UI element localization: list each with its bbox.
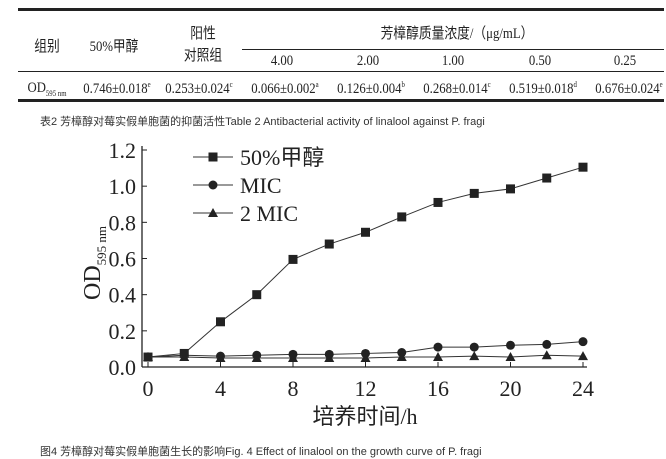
header-positive: 阳性 — [190, 26, 216, 42]
data-point — [578, 337, 588, 347]
data-point — [216, 317, 225, 327]
header-conc: 2.00 — [356, 53, 380, 69]
data-point — [288, 254, 298, 264]
x-tick-label: 12 — [355, 376, 377, 401]
y-tick-label: 0.0 — [109, 355, 137, 380]
table-cell: 0.066±0.002a — [248, 80, 321, 98]
y-tick-label: 0.2 — [109, 319, 137, 344]
legend-label: 2 MIC — [240, 201, 298, 226]
header-conc: 1.00 — [441, 53, 465, 69]
data-point — [397, 212, 407, 222]
cell-significance: c — [487, 80, 491, 89]
header-conc: 4.00 — [270, 53, 294, 69]
row-label: OD595 nm — [22, 80, 71, 98]
y-tick-label: 0.4 — [109, 283, 137, 308]
header-positive-2: 对照组 — [183, 48, 223, 64]
row-label-sub: 595 nm — [45, 89, 67, 98]
table-top-rule — [18, 8, 664, 11]
data-point — [506, 184, 515, 194]
data-point — [252, 290, 262, 300]
cell-value: 0.066±0.002 — [251, 81, 316, 97]
data-point — [396, 352, 407, 362]
header-conc: 0.25 — [613, 53, 637, 69]
y-tick-label: 0.8 — [109, 210, 137, 235]
data-point — [324, 352, 335, 362]
legend-label: MIC — [240, 173, 282, 198]
y-label-sub: 595 nm — [94, 226, 109, 265]
x-tick-label: 8 — [288, 376, 299, 401]
data-point — [215, 352, 226, 362]
legend-marker-square-icon — [208, 152, 218, 162]
table-cell: 0.746±0.018e — [80, 80, 153, 98]
header-methanol: 50%甲醇 — [89, 39, 139, 55]
data-point — [251, 352, 262, 362]
data-point — [506, 340, 515, 350]
table-cell: 0.676±0.024e — [592, 80, 665, 98]
y-tick-label: 1.2 — [109, 138, 137, 163]
y-axis-label: OD595 nm — [80, 226, 109, 300]
data-point — [288, 352, 298, 362]
data-point — [143, 352, 153, 362]
y-label-main: OD — [80, 265, 106, 300]
data-point — [360, 352, 371, 362]
table-bottom-rule — [18, 99, 664, 102]
data-point — [433, 352, 443, 362]
data-point — [179, 352, 190, 362]
table-cell: 0.519±0.018d — [506, 80, 579, 98]
cell-significance: a — [315, 80, 319, 89]
data-point — [541, 350, 552, 360]
y-tick-label: 0.6 — [109, 247, 137, 272]
data-point — [433, 197, 443, 207]
data-point — [324, 239, 334, 249]
table-cell: 0.268±0.014c — [420, 80, 493, 98]
header-rule — [18, 71, 664, 72]
row-label-text: OD — [27, 80, 46, 96]
x-axis-label: 培养时间/h — [312, 404, 417, 429]
cell-significance: b — [401, 80, 405, 89]
cell-significance: c — [229, 80, 233, 89]
header-sub-rule — [242, 49, 664, 50]
data-point — [469, 342, 479, 352]
x-tick-label: 4 — [215, 376, 226, 401]
x-tick-label: 24 — [572, 376, 594, 401]
data-point — [578, 162, 588, 172]
figure-caption: 图4 芳樟醇对莓实假单胞菌生长的影响Fig. 4 Effect of linal… — [40, 446, 482, 458]
legend-marker-circle-icon — [208, 180, 218, 190]
x-tick-label: 0 — [143, 376, 154, 401]
header-group: 组别 — [34, 39, 60, 55]
legend-label: 50%甲醇 — [240, 145, 324, 170]
cell-value: 0.676±0.024 — [595, 81, 660, 97]
data-point — [578, 351, 588, 361]
cell-significance: e — [147, 80, 151, 89]
data-point — [469, 351, 480, 361]
cell-significance: d — [573, 80, 577, 89]
cell-value: 0.126±0.004 — [337, 81, 402, 97]
y-tick-label: 1.0 — [109, 174, 137, 199]
cell-value: 0.746±0.018 — [83, 81, 148, 97]
cell-value: 0.253±0.024 — [165, 81, 230, 97]
header-conc: 0.50 — [528, 53, 552, 69]
data-point — [433, 342, 443, 352]
table-cell: 0.253±0.024c — [162, 80, 235, 98]
data-point — [505, 352, 516, 362]
data-point — [361, 227, 370, 237]
table-caption: 表2 芳樟醇对莓实假单胞菌的抑菌活性Table 2 Antibacterial … — [40, 116, 485, 128]
cell-value: 0.519±0.018 — [509, 81, 574, 97]
series-line-0 — [147, 166, 584, 358]
x-tick-label: 20 — [500, 376, 522, 401]
growth-chart: 0.0 0.2 0.4 0.6 0.8 1.0 1.2 0 4 8 12 16 20 24 培养时间/h OD… — [80, 138, 594, 429]
data-point — [542, 173, 552, 183]
data-point — [542, 339, 552, 349]
cell-value: 0.268±0.014 — [423, 81, 488, 97]
legend-marker-triangle-icon — [208, 208, 218, 217]
table-cell: 0.126±0.004b — [334, 80, 407, 98]
header-concentration: 芳樟醇质量浓度/（μg/mL） — [380, 26, 534, 42]
x-tick-label: 16 — [427, 376, 449, 401]
data-point — [469, 188, 479, 198]
cell-significance: e — [659, 80, 663, 89]
